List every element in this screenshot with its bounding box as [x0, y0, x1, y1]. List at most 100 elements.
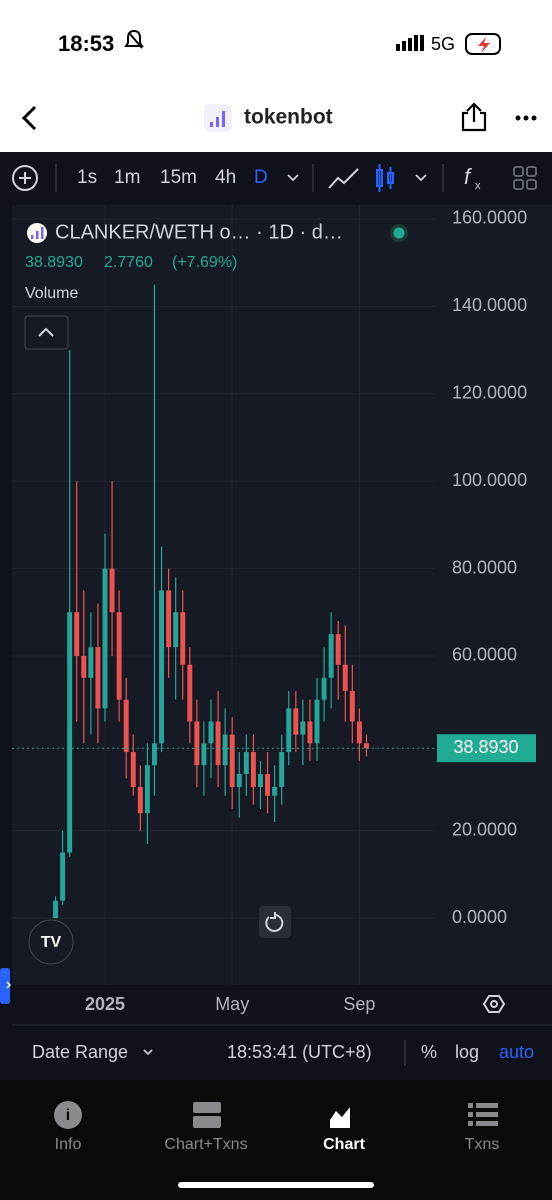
- legend-change: 2.7760: [104, 254, 153, 271]
- tab-icon: [54, 1101, 82, 1129]
- settings-button[interactable]: [482, 995, 506, 1013]
- candle-body: [328, 634, 334, 678]
- candle-body: [187, 664, 193, 722]
- candle-body: [123, 699, 129, 753]
- candle-body: [293, 708, 299, 735]
- home-indicator: [178, 1182, 374, 1188]
- back-button[interactable]: [21, 105, 37, 131]
- candle-type[interactable]: [376, 164, 394, 192]
- log-toggle[interactable]: log: [455, 1042, 479, 1062]
- candle-body: [335, 634, 341, 665]
- indicators-button[interactable]: f: [464, 164, 473, 189]
- tv-logo[interactable]: [28, 919, 74, 965]
- y-tick-label: 160.0000: [452, 208, 527, 228]
- tab-icon-glyph: i: [66, 1107, 70, 1124]
- plot: 0.0000 20.0000 60.0000 80.0000 100.0000 120.0…: [12, 205, 536, 1014]
- more-button[interactable]: [515, 115, 537, 121]
- x-tick-label: Sep: [343, 994, 375, 1014]
- candle-body: [257, 773, 263, 788]
- tab[interactable]: Chart+Txns: [164, 1136, 247, 1153]
- candle-body: [102, 568, 108, 709]
- date-range-chevron: [143, 1049, 153, 1056]
- share-button[interactable]: [461, 102, 487, 132]
- add-button[interactable]: [12, 165, 38, 191]
- candle-body: [137, 787, 143, 814]
- legend-price: 38.8930: [25, 254, 83, 271]
- volume-label: Volume: [25, 285, 78, 302]
- app-title: tokenbot: [244, 106, 333, 129]
- interval-menu[interactable]: [287, 174, 299, 182]
- battery: [465, 33, 501, 55]
- tab-bar: [0, 1080, 552, 1200]
- tab[interactable]: Info: [55, 1136, 82, 1153]
- tab-icon: [193, 1102, 221, 1128]
- tv-logo-mark: TV: [41, 934, 62, 951]
- tab-icon: [468, 1103, 498, 1126]
- y-tick-label: 20.0000: [452, 819, 517, 839]
- layout-button[interactable]: [513, 166, 537, 190]
- interval[interactable]: 1s: [77, 167, 97, 188]
- candle-body: [81, 655, 87, 678]
- date-range[interactable]: Date Range: [32, 1042, 128, 1062]
- symbol: CLANKER/WETH o… · 1D · d…: [55, 221, 343, 243]
- candle-body: [166, 590, 172, 648]
- candle-body: [229, 734, 235, 788]
- collapse-icon: [38, 327, 54, 337]
- interval-active[interactable]: D: [254, 167, 268, 188]
- y-tick-label: 0.0000: [452, 907, 507, 927]
- candle-body: [116, 612, 122, 700]
- candle-body: [300, 721, 306, 735]
- candle-body: [151, 743, 157, 766]
- tab-active[interactable]: Chart: [323, 1136, 365, 1153]
- candle-body: [321, 677, 327, 700]
- candle-body: [194, 721, 200, 766]
- candle-body: [349, 690, 355, 722]
- add-icon: [19, 172, 31, 184]
- interval[interactable]: 1m: [114, 167, 140, 188]
- interval[interactable]: 15m: [160, 167, 197, 188]
- candle-body: [307, 721, 313, 744]
- x-tick-label: 2025: [85, 994, 125, 1014]
- network: 5G: [431, 34, 455, 54]
- status-dot: [393, 227, 405, 239]
- y-tick-label: 120.0000: [452, 383, 527, 403]
- tab-icon: [330, 1107, 350, 1128]
- side-tab[interactable]: [0, 968, 10, 1004]
- type-menu[interactable]: [415, 174, 427, 182]
- auto-toggle[interactable]: auto: [499, 1042, 534, 1062]
- percent-toggle[interactable]: %: [421, 1042, 437, 1062]
- y-tick-label: 80.0000: [452, 557, 517, 577]
- reset-button[interactable]: [259, 906, 291, 938]
- candle-body: [60, 852, 66, 901]
- candle-body: [159, 590, 165, 744]
- candle-body: [109, 568, 115, 613]
- candle-body: [173, 612, 179, 648]
- candle-body: [95, 647, 101, 709]
- mute-icon: [124, 29, 144, 49]
- candle-body: [222, 734, 228, 766]
- interval[interactable]: 4h: [215, 167, 236, 188]
- line-tool[interactable]: [328, 168, 359, 189]
- y-tick-label: 60.0000: [452, 645, 517, 665]
- candle-body: [243, 752, 249, 774]
- candle-body: [363, 743, 369, 749]
- battery-bolt: [478, 37, 490, 53]
- candle-body: [208, 721, 214, 744]
- y-tick-label: 140.0000: [452, 295, 527, 315]
- x-tick-label: May: [215, 994, 249, 1014]
- candle-body: [342, 664, 348, 691]
- last-price-label: 38.8930: [453, 737, 518, 757]
- candle-body: [74, 612, 80, 656]
- candle-body: [144, 765, 150, 814]
- side-tab-icon: [6, 981, 12, 989]
- symbol-icon: [27, 223, 47, 243]
- indicators-sub: x: [475, 180, 481, 192]
- chart-pane: [12, 205, 552, 985]
- candle-body: [67, 612, 73, 853]
- collapse-button[interactable]: [24, 315, 69, 350]
- last-price-box: [437, 734, 536, 763]
- candle-body: [201, 743, 207, 766]
- candle-body: [314, 699, 320, 744]
- tab[interactable]: Txns: [465, 1136, 500, 1153]
